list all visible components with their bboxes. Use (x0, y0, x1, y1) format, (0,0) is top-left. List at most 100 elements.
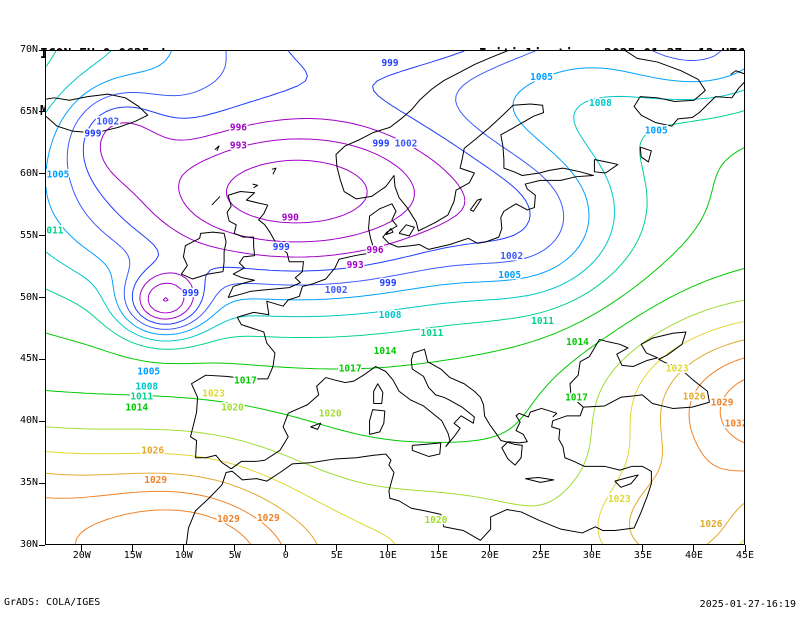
contour-label-1026: 1026 (700, 519, 723, 530)
isobar-1029 (46, 357, 744, 544)
lon-tick-mark (744, 545, 746, 551)
grads-brand: GrADS: COLA/IGES (4, 597, 101, 608)
lat-tick-label: 65N (19, 105, 38, 117)
coastline-segment (469, 198, 482, 212)
lat-tick-mark (39, 358, 45, 360)
lon-tick-label: 30E (582, 550, 601, 561)
coastline-segment (385, 227, 394, 236)
coastline-segment (411, 442, 442, 457)
lon-tick-label: 0 (282, 550, 289, 561)
lat-tick-label: 50N (19, 291, 38, 303)
lat-tick-label: 70N (19, 44, 38, 55)
contour-label-1023: 1023 (608, 494, 631, 505)
isobar-996 (99, 118, 466, 320)
contour-label-1008: 1008 (589, 98, 612, 109)
coastline-segment (271, 167, 277, 175)
contour-label-1002: 1002 (395, 139, 418, 150)
coastline-segment (252, 183, 259, 189)
coastline-segment (569, 331, 710, 409)
lon-tick-mark (387, 545, 389, 551)
coastline-segment (185, 406, 652, 544)
lat-tick-label: 40N (19, 415, 38, 427)
lon-tick-mark (438, 545, 440, 551)
coastline-segment (614, 474, 639, 488)
lon-tick-label: 10E (378, 550, 397, 561)
contour-label-1005: 1005 (137, 367, 160, 378)
coastline-segment (593, 158, 619, 174)
contour-label-1008: 1008 (135, 382, 158, 393)
lon-tick-label: 5E (330, 550, 343, 561)
lat-tick-label: 55N (19, 229, 38, 241)
lon-tick-mark (183, 545, 185, 551)
contour-label-1005: 1005 (498, 270, 521, 281)
lon-tick-label: 5W (228, 550, 241, 561)
contour-label-1005: 1005 (530, 72, 553, 83)
lon-tick-mark (285, 545, 287, 551)
lon-tick-mark (591, 545, 593, 551)
lon-tick-mark (693, 545, 695, 551)
contour-label-1011: 1011 (531, 316, 554, 327)
contour-label-1026: 1026 (141, 445, 164, 456)
contour-label-999: 999 (381, 58, 398, 69)
isobar-contours (46, 51, 744, 544)
lat-tick-mark (39, 482, 45, 484)
contour-label-1002: 1002 (325, 285, 348, 296)
lat-tick-label: 60N (19, 167, 38, 179)
contour-label-1020: 1020 (319, 409, 342, 420)
coastline-segment (373, 383, 384, 404)
contour-label-1014: 1014 (125, 403, 148, 414)
lon-tick-mark (81, 545, 83, 551)
isobar-1002 (66, 51, 722, 330)
isobar-993 (147, 138, 415, 314)
lat-tick-mark (39, 544, 45, 546)
contour-label-999: 999 (273, 242, 290, 253)
lon-tick-mark (336, 545, 338, 551)
contour-label-999: 999 (182, 288, 199, 299)
lat-tick-mark (39, 173, 45, 175)
contour-label-1002: 1002 (96, 117, 119, 128)
contour-label-1020: 1020 (424, 515, 447, 526)
contour-label-1017: 1017 (339, 364, 362, 375)
contour-label-1017: 1017 (234, 376, 257, 387)
lon-tick-label: 10W (174, 550, 193, 561)
contour-label-1023: 1023 (666, 364, 689, 375)
coastlines (46, 51, 744, 544)
isobar-1026 (46, 339, 744, 544)
isobar-990 (162, 159, 368, 302)
coastline-segment (214, 145, 220, 151)
coastline-segment (398, 224, 415, 237)
contour-label-1002: 1002 (500, 251, 523, 262)
contour-label-1029: 1029 (257, 513, 280, 524)
contour-label-1020: 1020 (221, 403, 244, 414)
lon-tick-label: 40E (684, 550, 703, 561)
lon-tick-mark (489, 545, 491, 551)
isobar-1005 (46, 51, 744, 336)
isobar-1008 (46, 51, 744, 342)
lon-tick-mark (132, 545, 134, 551)
lat-tick-mark (39, 49, 45, 51)
coastline-segment (624, 51, 744, 127)
coastline-segment (189, 51, 594, 470)
lat-tick-label: 30N (19, 539, 38, 550)
lon-tick-label: 45E (735, 550, 755, 561)
contour-label-999: 999 (84, 129, 101, 140)
coastline-segment (230, 348, 558, 470)
lon-tick-label: 15E (429, 550, 448, 561)
lat-tick-mark (39, 297, 45, 298)
contour-label-1008: 1008 (379, 310, 402, 321)
contour-label-1005: 1005 (645, 126, 668, 137)
contour-label-993: 993 (347, 260, 364, 271)
lon-tick-label: 20W (72, 550, 91, 561)
coastline-segment (211, 196, 221, 206)
contour-label-1029: 1029 (711, 398, 734, 409)
coastline-segment (525, 476, 555, 483)
map-frame: 999 1005 1008 1005 1002 999 996 993 999 1002 1005 9… (45, 50, 745, 545)
lon-tick-label: 15W (123, 550, 142, 561)
isobar-999 (82, 51, 531, 325)
contour-label-999: 999 (372, 139, 389, 150)
contour-label-999: 999 (379, 278, 396, 289)
contour-label-1011: 1011 (130, 392, 153, 403)
isobar-1032 (74, 379, 744, 544)
